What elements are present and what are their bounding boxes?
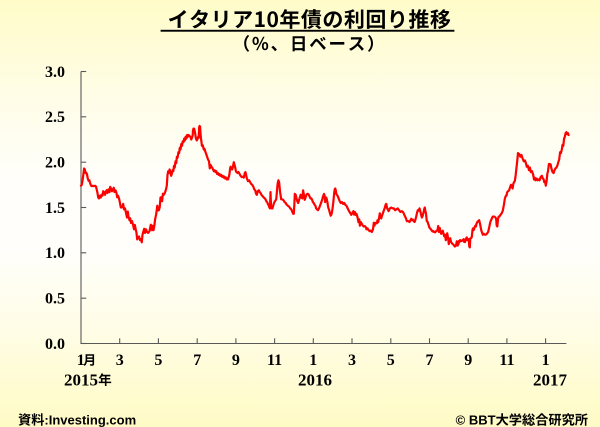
- svg-text:2.0: 2.0: [45, 155, 65, 172]
- svg-text:2016: 2016: [298, 370, 332, 389]
- svg-text:1: 1: [309, 352, 317, 369]
- svg-text::Investing.com: :Investing.com: [44, 413, 136, 427]
- svg-text:1: 1: [77, 352, 85, 369]
- svg-text:11: 11: [267, 352, 282, 369]
- svg-text:9: 9: [464, 352, 472, 369]
- svg-text:2017: 2017: [533, 370, 568, 389]
- svg-text:3: 3: [116, 352, 124, 369]
- svg-text:11: 11: [499, 352, 514, 369]
- svg-text:5: 5: [154, 352, 162, 369]
- svg-text:3.0: 3.0: [45, 64, 65, 81]
- svg-text:1.5: 1.5: [45, 200, 65, 217]
- svg-text:9: 9: [232, 352, 240, 369]
- svg-text:7: 7: [193, 352, 201, 369]
- svg-text:0.5: 0.5: [45, 291, 65, 308]
- svg-text:2015: 2015: [64, 370, 98, 389]
- svg-text:5: 5: [387, 352, 395, 369]
- svg-text:2.5: 2.5: [45, 109, 65, 126]
- svg-text:7: 7: [426, 352, 434, 369]
- svg-text:1.0: 1.0: [45, 245, 65, 262]
- svg-text:3: 3: [348, 352, 356, 369]
- svg-text:0.0: 0.0: [45, 336, 65, 353]
- svg-text:© BBT: © BBT: [456, 413, 496, 427]
- svg-text:1: 1: [542, 352, 550, 369]
